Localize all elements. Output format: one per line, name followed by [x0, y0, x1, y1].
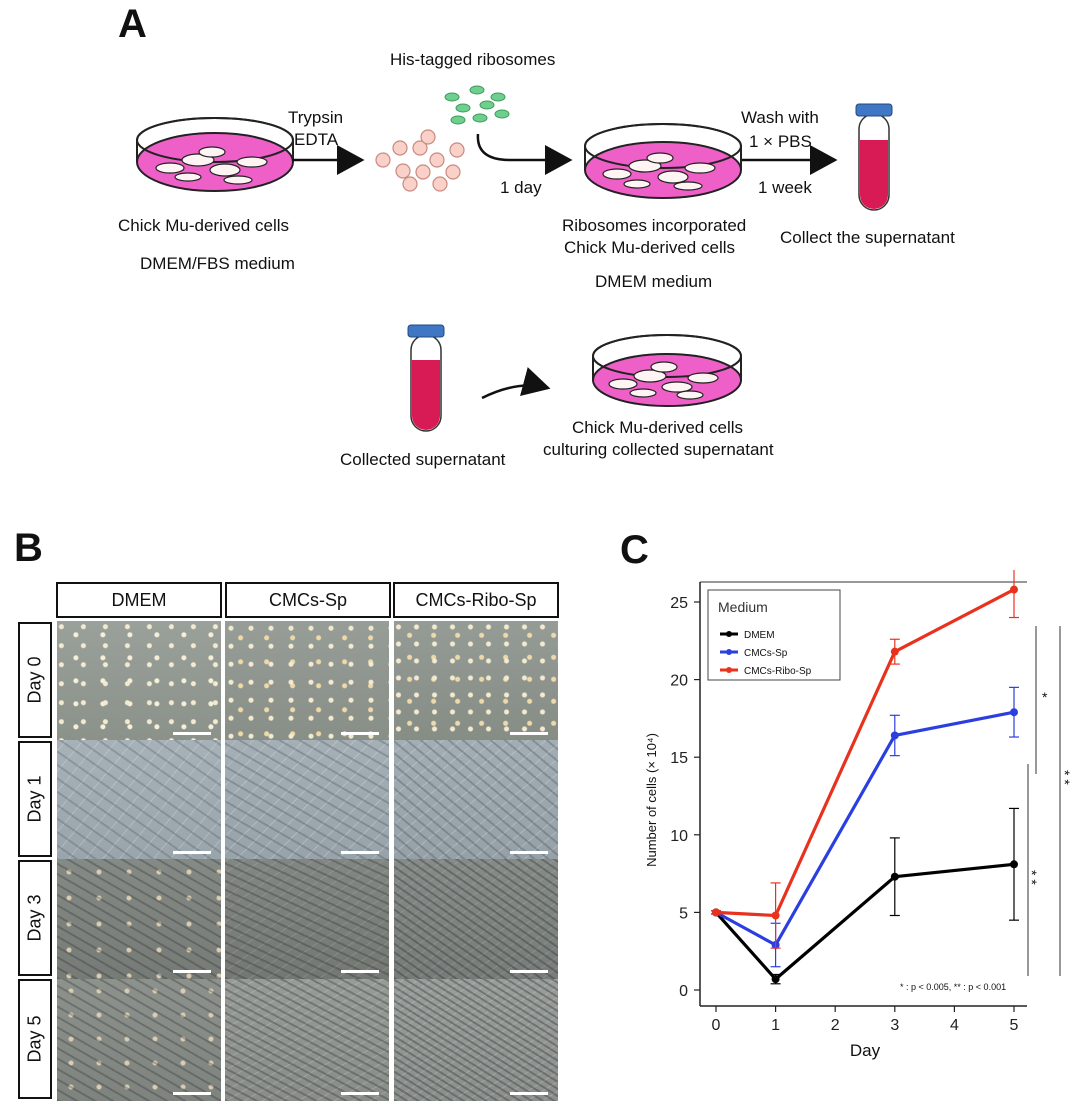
data-point — [771, 911, 780, 920]
micrograph-day0-cmcs-sp — [225, 621, 389, 741]
one-week-label: 1 week — [758, 178, 812, 197]
column-header-cmcs-ribo-sp: CMCs-Ribo-Sp — [393, 582, 559, 618]
micrograph-day5-dmem — [57, 979, 221, 1101]
data-point — [890, 731, 899, 740]
column-header-cmcs-sp: CMCs-Sp — [225, 582, 391, 618]
data-point — [771, 975, 780, 984]
scale-bar — [510, 732, 548, 735]
micrograph-day1-cmcs-ribo-sp — [394, 740, 558, 860]
ribosome-cells-label-1: Ribosomes incorporated — [562, 216, 747, 235]
sig-mark: * * — [1024, 870, 1040, 885]
collected-supernatant-label: Collected supernatant — [340, 450, 506, 469]
row-header-day-3: Day 3 — [18, 860, 52, 976]
scale-bar — [173, 970, 211, 973]
y-tick-label: 0 — [679, 983, 688, 1000]
petri-dish-icon — [136, 117, 294, 192]
micrograph-day1-dmem — [57, 740, 221, 860]
significance-note: * : p < 0.005, ** : p < 0.001 — [900, 982, 1006, 992]
x-tick-label: 0 — [712, 1017, 721, 1034]
his-ribosome-label: His-tagged ribosomes — [390, 50, 556, 69]
test-tube-icon — [407, 324, 445, 432]
data-point — [1010, 585, 1018, 594]
series-line-0 — [714, 862, 1015, 981]
y-tick-label: 20 — [670, 673, 688, 690]
x-tick-label: 1 — [771, 1017, 780, 1034]
legend-marker — [726, 667, 732, 673]
chart-legend: Medium DMEM CMCs-Sp CMCs-Ribo-Sp — [707, 589, 841, 681]
collect-supernatant-label: Collect the supernatant — [780, 228, 955, 247]
micrograph-day3-cmcs-sp — [225, 859, 389, 979]
scale-bar — [173, 1092, 211, 1095]
data-point — [890, 872, 899, 881]
y-tick-label: 25 — [670, 595, 688, 612]
dmem-medium-label: DMEM medium — [595, 272, 713, 291]
panel-a-illustrations — [136, 85, 893, 432]
y-tick-label: 10 — [670, 828, 688, 845]
column-header-dmem: DMEM — [56, 582, 222, 618]
scale-bar — [510, 851, 548, 854]
sig-mark: * — [1042, 689, 1048, 705]
micrograph-day3-cmcs-ribo-sp — [394, 859, 558, 979]
data-point — [1010, 708, 1018, 717]
x-tick-label: 5 — [1010, 1017, 1019, 1034]
y-tick-label: 5 — [679, 905, 688, 922]
legend-label: DMEM — [744, 630, 775, 641]
panel-a-letter: A — [118, 2, 147, 46]
edta-label: EDTA — [294, 130, 339, 149]
y-axis-label: Number of cells (× 10⁴) — [644, 733, 659, 867]
micrograph-day3-dmem — [57, 859, 221, 979]
culture-label-1: Chick Mu-derived cells — [572, 418, 743, 437]
legend-label: CMCs-Ribo-Sp — [744, 666, 812, 677]
x-tick-label: 3 — [890, 1017, 899, 1034]
panel-b-letter: B — [14, 526, 43, 570]
sig-mark: * * — [1057, 770, 1073, 785]
scale-bar — [341, 732, 379, 735]
ribosome-icon — [444, 85, 510, 125]
panel-c-letter: C — [620, 528, 649, 572]
test-tube-icon — [855, 103, 893, 211]
legend-marker — [726, 631, 732, 637]
row-header-day-5: Day 5 — [18, 979, 52, 1099]
x-axis-label: Day — [850, 1041, 881, 1060]
scale-bar — [173, 851, 211, 854]
ribosome-cells-label-2: Chick Mu-derived cells — [564, 238, 735, 257]
micrograph-day0-dmem — [57, 621, 221, 741]
micrograph-day1-cmcs-sp — [225, 740, 389, 860]
trypsin-label: Trypsin — [288, 108, 344, 127]
legend-title: Medium — [718, 599, 768, 615]
x-tick-label: 2 — [831, 1017, 840, 1034]
micrograph-day5-cmcs-sp — [225, 979, 389, 1101]
scale-bar — [341, 970, 379, 973]
scale-bar — [173, 732, 211, 735]
scale-bar — [510, 970, 548, 973]
scale-bar — [510, 1092, 548, 1095]
petri-dish-icon — [584, 123, 742, 199]
row-header-day-1: Day 1 — [18, 741, 52, 857]
one-day-label: 1 day — [500, 178, 542, 197]
dissociated-cells-icon — [375, 129, 465, 192]
dmem-fbs-label: DMEM/FBS medium — [140, 254, 295, 273]
series-line-2 — [715, 588, 1015, 918]
scale-bar — [341, 1092, 379, 1095]
chick-cells-label: Chick Mu-derived cells — [118, 216, 289, 235]
micrograph-day0-cmcs-ribo-sp — [394, 621, 558, 741]
y-tick-label: 15 — [670, 750, 688, 767]
series-line-1 — [715, 710, 1015, 947]
petri-dish-icon — [592, 334, 742, 407]
data-point — [712, 908, 720, 917]
wash-label-line2: 1 × PBS — [749, 132, 812, 151]
culture-label-2: culturing collected supernatant — [543, 440, 774, 459]
wash-label-line1: Wash with — [741, 108, 819, 127]
scale-bar — [341, 851, 379, 854]
legend-label: CMCs-Sp — [744, 648, 788, 659]
cell-growth-chart: 0 5 10 15 20 25 0 1 2 3 4 5 Day Number of cells (× 10… — [644, 570, 1073, 1060]
row-header-day-0: Day 0 — [18, 622, 52, 738]
data-point — [1010, 860, 1018, 869]
legend-marker — [726, 649, 732, 655]
x-tick-label: 4 — [950, 1017, 959, 1034]
micrograph-day5-cmcs-ribo-sp — [394, 979, 558, 1101]
data-point — [890, 647, 899, 656]
